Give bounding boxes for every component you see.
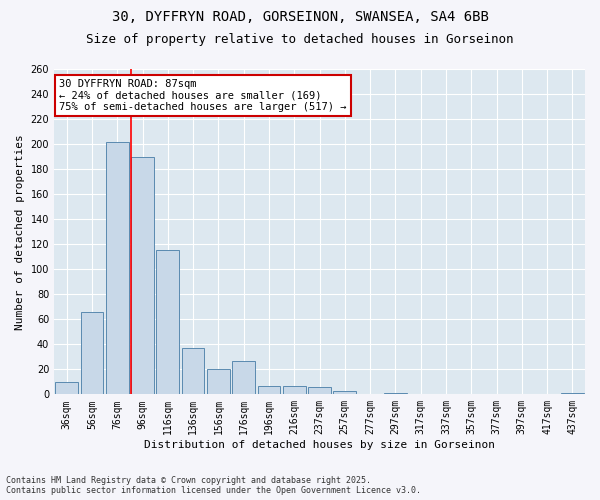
X-axis label: Distribution of detached houses by size in Gorseinon: Distribution of detached houses by size … <box>144 440 495 450</box>
Bar <box>232 360 255 394</box>
Bar <box>106 142 128 394</box>
Y-axis label: Number of detached properties: Number of detached properties <box>15 134 25 330</box>
Bar <box>55 382 78 394</box>
Text: Size of property relative to detached houses in Gorseinon: Size of property relative to detached ho… <box>86 32 514 46</box>
Bar <box>257 386 280 394</box>
Bar <box>384 393 407 394</box>
Bar <box>308 387 331 394</box>
Bar <box>334 390 356 394</box>
Bar <box>80 312 103 394</box>
Bar <box>182 348 205 395</box>
Text: Contains HM Land Registry data © Crown copyright and database right 2025.
Contai: Contains HM Land Registry data © Crown c… <box>6 476 421 495</box>
Bar <box>157 250 179 394</box>
Text: 30 DYFFRYN ROAD: 87sqm
← 24% of detached houses are smaller (169)
75% of semi-de: 30 DYFFRYN ROAD: 87sqm ← 24% of detached… <box>59 79 347 112</box>
Bar <box>561 393 584 394</box>
Bar <box>207 370 230 394</box>
Text: 30, DYFFRYN ROAD, GORSEINON, SWANSEA, SA4 6BB: 30, DYFFRYN ROAD, GORSEINON, SWANSEA, SA… <box>112 10 488 24</box>
Bar <box>131 156 154 394</box>
Bar <box>283 386 305 394</box>
